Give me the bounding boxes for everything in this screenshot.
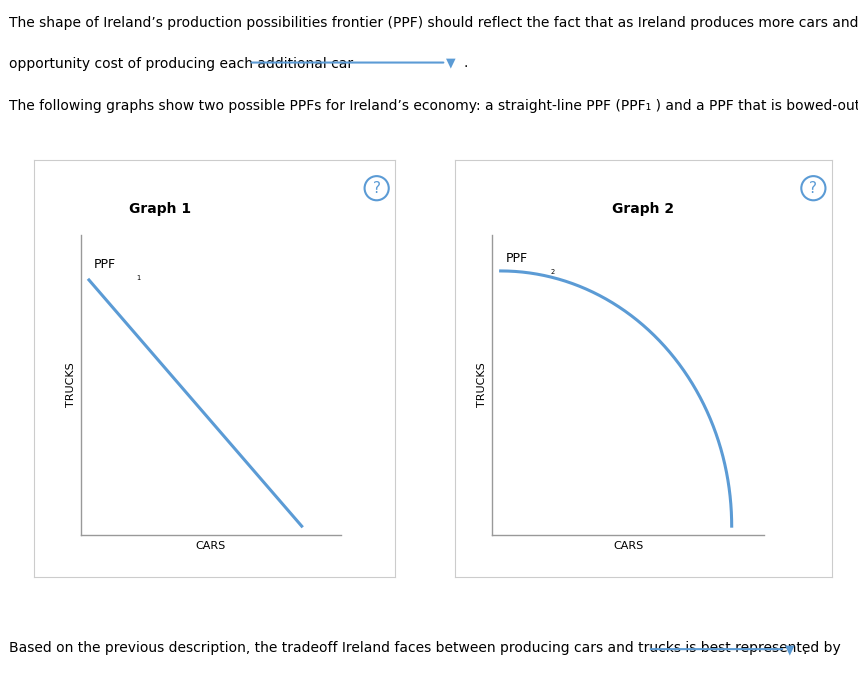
Text: .: . xyxy=(463,56,468,70)
Text: ?: ? xyxy=(809,181,818,196)
Text: Based on the previous description, the tradeoff Ireland faces between producing : Based on the previous description, the t… xyxy=(9,641,840,655)
X-axis label: CARS: CARS xyxy=(196,541,226,550)
Text: Graph 1: Graph 1 xyxy=(130,202,191,215)
Y-axis label: TRUCKS: TRUCKS xyxy=(477,363,487,407)
Text: ▼: ▼ xyxy=(446,56,456,70)
X-axis label: CARS: CARS xyxy=(613,541,644,550)
Text: Graph 2: Graph 2 xyxy=(613,202,674,215)
Text: The following graphs show two possible PPFs for Ireland’s economy: a straight-li: The following graphs show two possible P… xyxy=(9,99,858,113)
Y-axis label: TRUCKS: TRUCKS xyxy=(65,363,76,407)
Text: ?: ? xyxy=(372,181,381,196)
Text: .: . xyxy=(802,643,807,657)
Text: ▼: ▼ xyxy=(785,643,795,656)
Text: $_2$: $_2$ xyxy=(550,267,555,277)
Text: PPF: PPF xyxy=(506,252,529,265)
Text: The shape of Ireland’s production possibilities frontier (PPF) should reflect th: The shape of Ireland’s production possib… xyxy=(9,16,858,30)
Text: opportunity cost of producing each additional car: opportunity cost of producing each addit… xyxy=(9,57,353,72)
Text: PPF: PPF xyxy=(94,258,117,271)
Text: $_1$: $_1$ xyxy=(136,273,142,283)
